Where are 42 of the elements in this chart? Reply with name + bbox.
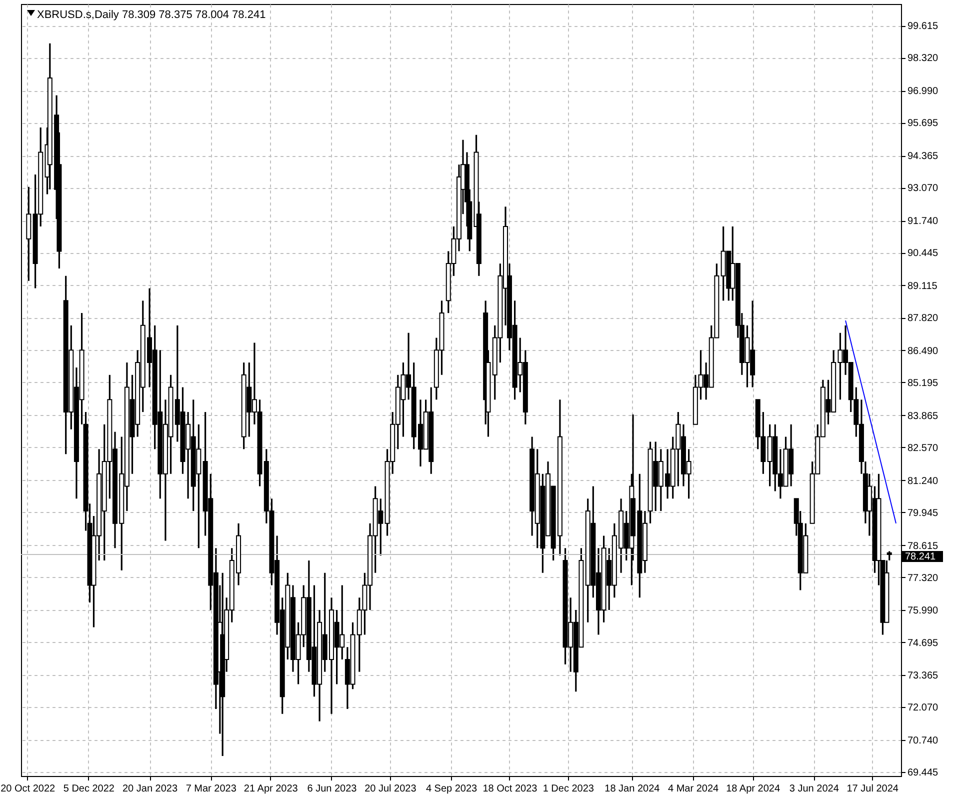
y-tick-label: 93.070 (908, 183, 939, 194)
y-tick-label: 69.445 (908, 768, 939, 779)
x-tick-label: 17 Jul 2024 (846, 784, 899, 794)
y-tick-label: 89.115 (908, 280, 938, 292)
y-tick-label: 77.320 (908, 572, 939, 584)
x-tick-label: 20 Jan 2023 (122, 784, 178, 794)
y-tick-label: 94.365 (908, 151, 939, 162)
y-tick-label: 70.740 (908, 736, 939, 747)
x-tick-label: 21 Apr 2023 (244, 784, 298, 794)
y-tick-label: 98.320 (908, 53, 939, 64)
candlestick (886, 550, 892, 562)
y-tick-label: 91.740 (908, 216, 939, 228)
y-tick-label: 74.695 (908, 638, 939, 649)
y-tick-label: 90.445 (908, 248, 939, 260)
x-tick-label: 6 Jun 2023 (307, 784, 358, 794)
y-tick-label: 75.990 (908, 606, 939, 617)
y-tick-label: 81.240 (908, 476, 939, 487)
y-tick-label: 96.990 (908, 86, 939, 98)
x-tick-label: 4 Sep 2023 (426, 784, 478, 794)
y-tick-label: 99.615 (908, 21, 939, 32)
y-tick-label: 82.570 (908, 442, 939, 454)
x-tick-label: 20 Oct 2022 (0, 784, 56, 794)
y-tick-label: 83.865 (908, 410, 939, 422)
x-tick-label: 3 Jun 2024 (789, 784, 840, 794)
ref-line-label: 78.241 (905, 552, 936, 563)
y-tick-label: 95.695 (908, 118, 939, 130)
chart-title: XBRUSD.s,Daily 78.309 78.375 78.004 78.241 (37, 9, 266, 21)
x-tick-label: 1 Dec 2023 (542, 784, 594, 794)
x-tick-label: 4 Mar 2024 (668, 784, 720, 794)
y-tick-label: 79.945 (908, 508, 939, 519)
y-tick-label: 86.490 (908, 346, 939, 357)
y-tick-label: 85.195 (908, 378, 939, 389)
x-tick-label: 5 Dec 2022 (63, 784, 115, 794)
y-tick-label: 73.365 (908, 670, 939, 682)
x-tick-label: 7 Mar 2023 (186, 784, 237, 794)
x-tick-label: 20 Jul 2023 (364, 784, 417, 794)
y-tick-label: 72.070 (908, 702, 939, 714)
x-tick-label: 18 Oct 2023 (482, 784, 538, 794)
y-tick-label: 87.820 (908, 313, 939, 324)
y-tick-label: 78.615 (908, 540, 939, 552)
x-tick-label: 18 Apr 2024 (726, 784, 780, 794)
x-tick-label: 18 Jan 2024 (604, 784, 660, 794)
